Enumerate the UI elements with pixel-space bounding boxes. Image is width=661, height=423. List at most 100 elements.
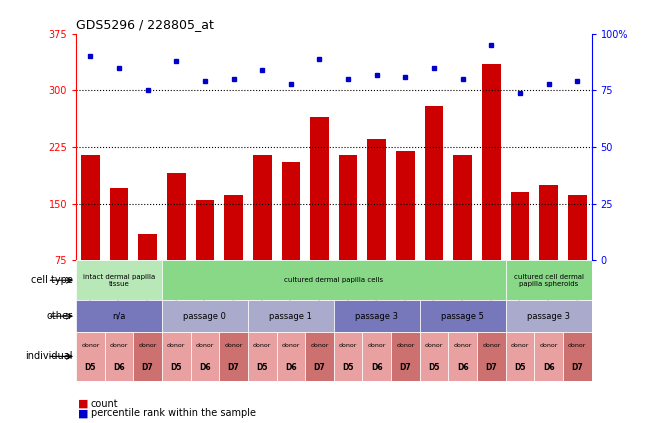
Bar: [391, 260, 420, 300]
Bar: [162, 260, 190, 300]
Bar: [339, 154, 358, 260]
Bar: [368, 140, 386, 260]
Bar: [76, 300, 162, 332]
Text: donor: donor: [568, 343, 586, 348]
Text: donor: donor: [224, 343, 243, 348]
Text: passage 3: passage 3: [355, 312, 399, 321]
Text: D6: D6: [371, 363, 383, 371]
Bar: [162, 332, 190, 381]
Text: passage 5: passage 5: [442, 312, 484, 321]
Bar: [334, 332, 362, 381]
Text: donor: donor: [482, 343, 500, 348]
Bar: [196, 200, 214, 260]
Text: D7: D7: [571, 363, 583, 371]
Bar: [134, 332, 162, 381]
Text: donor: donor: [396, 343, 414, 348]
Bar: [425, 105, 444, 260]
Bar: [310, 117, 329, 260]
Bar: [453, 154, 472, 260]
Bar: [219, 260, 248, 300]
Text: donor: donor: [282, 343, 300, 348]
Bar: [534, 260, 563, 300]
Text: donor: donor: [138, 343, 157, 348]
Text: D5: D5: [85, 363, 96, 371]
Bar: [391, 332, 420, 381]
Bar: [568, 195, 586, 260]
Bar: [76, 260, 104, 300]
Text: cell type: cell type: [31, 275, 73, 285]
Text: individual: individual: [25, 352, 73, 361]
Bar: [477, 260, 506, 300]
Bar: [506, 260, 592, 300]
Bar: [362, 332, 391, 381]
Bar: [420, 260, 448, 300]
Text: passage 3: passage 3: [527, 312, 570, 321]
Bar: [563, 332, 592, 381]
Text: passage 0: passage 0: [184, 312, 226, 321]
Bar: [224, 195, 243, 260]
Bar: [81, 154, 100, 260]
Bar: [282, 162, 300, 260]
Text: D6: D6: [113, 363, 125, 371]
Bar: [506, 260, 534, 300]
Bar: [362, 260, 391, 300]
Bar: [219, 332, 248, 381]
Bar: [396, 151, 414, 260]
Text: donor: donor: [253, 343, 272, 348]
Text: D5: D5: [256, 363, 268, 371]
Bar: [420, 332, 448, 381]
Text: D5: D5: [342, 363, 354, 371]
Bar: [76, 260, 162, 300]
Text: donor: donor: [110, 343, 128, 348]
Bar: [482, 64, 500, 260]
Bar: [76, 332, 104, 381]
Text: D7: D7: [313, 363, 325, 371]
Bar: [448, 332, 477, 381]
Text: donor: donor: [167, 343, 186, 348]
Text: donor: donor: [81, 343, 100, 348]
Text: intact dermal papilla
tissue: intact dermal papilla tissue: [83, 274, 155, 287]
Bar: [276, 260, 305, 300]
Bar: [104, 260, 134, 300]
Text: ■: ■: [78, 408, 89, 418]
Text: D6: D6: [199, 363, 211, 371]
Bar: [305, 332, 334, 381]
Bar: [506, 332, 534, 381]
Text: donor: donor: [425, 343, 444, 348]
Text: donor: donor: [453, 343, 472, 348]
Bar: [138, 234, 157, 260]
Bar: [190, 260, 219, 300]
Bar: [539, 185, 558, 260]
Bar: [305, 260, 334, 300]
Bar: [506, 300, 592, 332]
Text: D7: D7: [399, 363, 411, 371]
Text: donor: donor: [339, 343, 358, 348]
Bar: [167, 173, 186, 260]
Bar: [190, 332, 219, 381]
Text: D5: D5: [514, 363, 525, 371]
Bar: [248, 332, 276, 381]
Bar: [253, 154, 272, 260]
Text: D5: D5: [428, 363, 440, 371]
Bar: [248, 260, 276, 300]
Bar: [563, 260, 592, 300]
Text: GDS5296 / 228805_at: GDS5296 / 228805_at: [76, 18, 214, 31]
Text: D7: D7: [141, 363, 153, 371]
Text: other: other: [47, 311, 73, 321]
Bar: [248, 300, 334, 332]
Text: D7: D7: [485, 363, 497, 371]
Text: n/a: n/a: [112, 312, 126, 321]
Text: ■: ■: [78, 399, 89, 409]
Text: cultured dermal papilla cells: cultured dermal papilla cells: [284, 277, 383, 283]
Bar: [110, 189, 128, 260]
Text: donor: donor: [539, 343, 558, 348]
Bar: [534, 332, 563, 381]
Bar: [162, 260, 506, 300]
Text: D5: D5: [171, 363, 182, 371]
Text: donor: donor: [310, 343, 329, 348]
Text: count: count: [91, 399, 118, 409]
Text: donor: donor: [368, 343, 386, 348]
Bar: [334, 300, 420, 332]
Bar: [162, 300, 248, 332]
Bar: [276, 332, 305, 381]
